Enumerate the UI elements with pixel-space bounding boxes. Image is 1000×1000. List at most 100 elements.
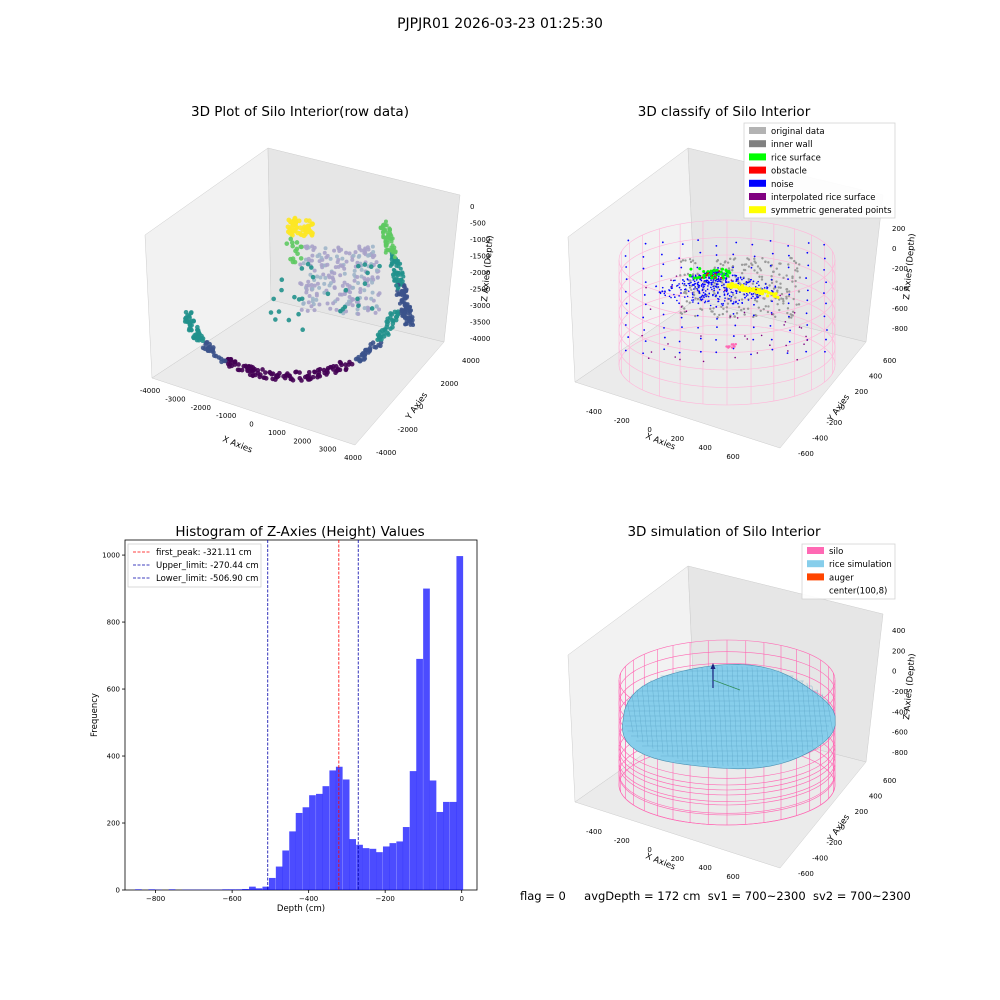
scatter-point (330, 270, 335, 275)
scatter-point (661, 290, 663, 292)
surface-mesh-line (796, 678, 804, 754)
p4-xaxis-tick: 200 (671, 855, 684, 863)
scatter-point (743, 311, 746, 314)
scatter-point (746, 287, 750, 291)
scatter-point (642, 316, 645, 319)
scatter-point (267, 369, 273, 375)
scatter-point (294, 240, 300, 245)
hist-bar (262, 886, 270, 890)
p2-zaxis-tick: -400 (892, 285, 908, 293)
scatter-point (675, 275, 678, 277)
scatter-point (403, 294, 408, 299)
scatter-point (315, 254, 320, 259)
scatter-point (683, 307, 686, 310)
p4-zaxis-tick: 200 (892, 647, 905, 655)
scatter-point (714, 276, 717, 279)
scatter-point (769, 344, 771, 347)
scatter-point (769, 324, 772, 327)
scatter-point (328, 364, 333, 370)
scatter-point (191, 318, 196, 324)
scatter-point (683, 280, 686, 283)
auger-arm (712, 679, 741, 691)
scatter-point (680, 306, 683, 308)
scatter-point (751, 282, 755, 285)
p4-xaxis-tick: -200 (614, 837, 630, 845)
scatter-point (356, 263, 361, 269)
scatter-point (789, 329, 791, 332)
scatter-point (292, 294, 297, 300)
scatter-point (344, 259, 349, 264)
scatter-point (779, 294, 781, 297)
scatter-point (227, 357, 233, 363)
silo-ring-front (618, 754, 836, 796)
scatter-point (768, 284, 771, 287)
p4-yaxis-tick: 0 (841, 824, 845, 832)
scatter-point (700, 279, 703, 282)
p4-yaxis-tick: -200 (826, 839, 842, 847)
scatter-point (357, 244, 362, 249)
p1-yaxis-tick: 0 (419, 403, 423, 411)
scatter-point (717, 286, 720, 288)
panel1-title: 3D Plot of Silo Interior(row data) (191, 104, 409, 120)
hist-bar (289, 831, 296, 890)
scatter-point (786, 307, 790, 310)
hist-bar (168, 889, 176, 890)
scatter-point (379, 328, 385, 333)
scatter-point (706, 274, 708, 276)
scatter-point (356, 281, 361, 286)
scatter-point (746, 338, 749, 340)
surface-mesh-line (671, 673, 679, 759)
scatter-point (792, 297, 795, 301)
legend-box (743, 122, 896, 219)
scatter-point (742, 268, 746, 272)
scatter-point (310, 296, 315, 301)
scatter-point (722, 304, 724, 307)
scatter-point (309, 283, 314, 288)
scatter-point (206, 345, 211, 350)
scatter-point (385, 319, 391, 324)
scatter-point (752, 295, 754, 298)
scatter-point (362, 262, 368, 267)
hist-bar (255, 888, 263, 890)
scatter-point (763, 289, 767, 293)
scatter-point (715, 283, 718, 285)
p2-zaxis-tick: -200 (892, 265, 908, 273)
scatter-point (723, 300, 726, 302)
p4-zaxis-tick: -400 (892, 708, 908, 716)
scatter-point (685, 300, 689, 303)
scatter-point (726, 302, 730, 305)
scatter-point (729, 315, 732, 318)
scatter-point (689, 260, 693, 264)
surface-mesh-line (681, 670, 689, 762)
scatter-point (310, 230, 315, 236)
scatter-point (682, 279, 684, 281)
scatter-point (743, 293, 746, 296)
scatter-point (319, 255, 324, 260)
scatter-point (759, 309, 762, 313)
scatter-point (699, 296, 701, 299)
scatter-point (785, 344, 787, 347)
scatter-point (310, 274, 316, 280)
scatter-point (337, 248, 342, 253)
scatter-point (732, 291, 734, 294)
scatter-point (290, 243, 295, 249)
scatter-point (374, 260, 379, 265)
legend-swatch (807, 586, 824, 594)
scatter-point (683, 310, 686, 314)
scatter-point (755, 288, 757, 291)
scatter-point (720, 278, 722, 281)
scatter-point (305, 308, 310, 313)
scatter-point (291, 228, 297, 234)
scatter-point (823, 243, 826, 246)
scatter-point (696, 287, 698, 290)
hist-bar (222, 889, 229, 890)
surface-mesh-line (726, 665, 734, 767)
scatter-point (720, 281, 724, 284)
scatter-point (688, 284, 691, 287)
scatter-point (298, 256, 304, 261)
scatter-point (273, 377, 278, 382)
scatter-point (715, 305, 718, 308)
scatter-point (744, 296, 746, 299)
scatter-point (696, 272, 699, 276)
scatter-point (730, 291, 733, 293)
